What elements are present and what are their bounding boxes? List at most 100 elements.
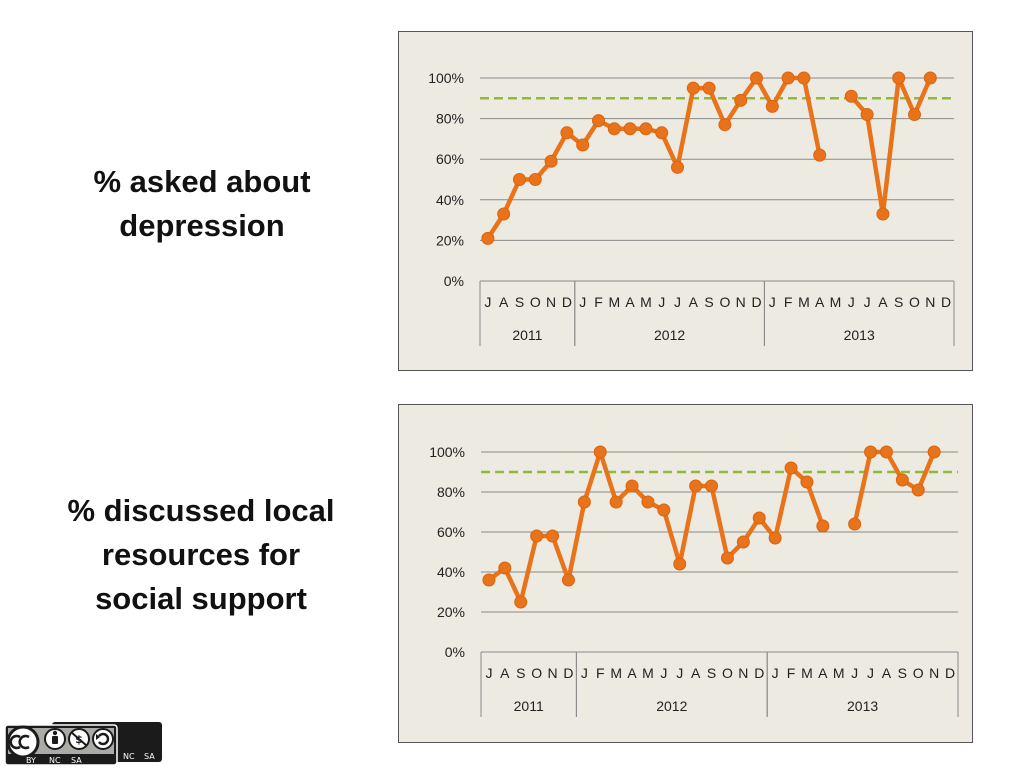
data-point <box>528 173 542 186</box>
x-tick-label: S <box>898 665 907 681</box>
series-line <box>852 449 937 527</box>
data-point <box>911 483 925 497</box>
data-point <box>641 495 655 509</box>
data-point <box>577 495 591 509</box>
x-tick-label: J <box>676 665 683 681</box>
data-point <box>797 71 811 85</box>
x-tick-label: S <box>894 294 903 310</box>
data-point <box>895 473 909 487</box>
data-point <box>816 519 830 533</box>
data-point <box>561 573 575 587</box>
by-icon <box>44 728 66 750</box>
data-point <box>848 517 862 531</box>
data-point <box>514 595 528 609</box>
x-tick-label: N <box>925 294 935 310</box>
data-point <box>530 529 544 543</box>
x-tick-label: M <box>830 294 842 310</box>
x-tick-label: A <box>882 665 892 681</box>
x-tick-label: O <box>913 665 924 681</box>
nc-text: NC <box>49 756 61 765</box>
x-tick-label: N <box>546 294 556 310</box>
year-label: 2012 <box>656 698 687 714</box>
x-tick-label: A <box>815 294 825 310</box>
data-point <box>752 511 766 525</box>
y-tick-label: 20% <box>436 232 464 248</box>
x-tick-label: J <box>579 294 586 310</box>
nc-text-back: NC <box>123 752 135 761</box>
x-tick-label: F <box>596 665 605 681</box>
data-point <box>497 207 511 221</box>
by-text: BY <box>26 756 36 765</box>
data-point <box>734 93 748 107</box>
data-point <box>923 71 937 85</box>
x-tick-label: D <box>941 294 951 310</box>
series-line <box>485 75 822 241</box>
sa-text: SA <box>71 756 82 765</box>
data-point <box>639 122 653 136</box>
data-point <box>768 531 782 545</box>
cc-license-badge[interactable]: $ BY NC SA NC SA <box>4 720 164 766</box>
x-tick-label: J <box>851 665 858 681</box>
data-point <box>860 108 874 122</box>
x-tick-label: J <box>485 665 492 681</box>
data-point <box>750 71 763 85</box>
data-point <box>686 81 700 95</box>
y-tick-label: 20% <box>437 604 465 620</box>
data-point <box>544 154 558 168</box>
data-point <box>657 503 671 517</box>
data-point <box>892 71 906 85</box>
y-tick-label: 0% <box>445 644 465 660</box>
x-tick-label: D <box>754 665 764 681</box>
series-line <box>486 449 826 605</box>
x-tick-label: S <box>707 665 716 681</box>
data-point <box>593 445 607 459</box>
x-tick-label: N <box>547 665 557 681</box>
x-tick-label: S <box>704 294 713 310</box>
x-tick-label: N <box>736 294 746 310</box>
data-point <box>781 71 795 85</box>
data-point <box>655 126 669 140</box>
x-tick-label: D <box>751 294 761 310</box>
x-tick-label: F <box>787 665 796 681</box>
x-tick-label: J <box>867 665 874 681</box>
x-tick-label: J <box>660 665 667 681</box>
data-point <box>927 445 941 459</box>
x-tick-label: M <box>608 294 620 310</box>
x-tick-label: D <box>945 665 955 681</box>
x-tick-label: N <box>929 665 939 681</box>
data-point <box>876 207 890 221</box>
x-tick-label: M <box>801 665 813 681</box>
data-point <box>718 118 732 132</box>
x-tick-label: S <box>515 294 524 310</box>
data-point <box>702 81 716 95</box>
data-point <box>800 475 814 489</box>
data-point <box>576 138 590 152</box>
y-tick-label: 80% <box>436 111 464 127</box>
x-tick-label: J <box>769 294 776 310</box>
depression-label: % asked about depression <box>93 164 311 243</box>
x-tick-label: O <box>531 665 542 681</box>
data-point <box>864 445 878 459</box>
y-tick-label: 80% <box>437 484 465 500</box>
data-point <box>609 495 623 509</box>
x-tick-label: M <box>833 665 845 681</box>
x-tick-label: F <box>784 294 793 310</box>
x-tick-label: J <box>864 294 871 310</box>
data-point <box>705 479 719 493</box>
data-point <box>879 445 893 459</box>
x-tick-label: A <box>689 294 699 310</box>
data-point <box>592 114 605 128</box>
x-tick-label: D <box>563 665 573 681</box>
data-point <box>482 573 496 587</box>
x-tick-label: A <box>691 665 701 681</box>
data-point <box>513 173 526 186</box>
resources-label: % discussed local resources for social s… <box>67 493 335 616</box>
data-point <box>784 461 798 475</box>
x-tick-label: A <box>818 665 828 681</box>
year-label: 2011 <box>512 327 542 343</box>
data-point <box>720 551 734 565</box>
x-tick-label: M <box>610 665 622 681</box>
x-tick-label: J <box>772 665 779 681</box>
y-tick-label: 100% <box>428 70 464 86</box>
y-tick-label: 60% <box>437 524 465 540</box>
